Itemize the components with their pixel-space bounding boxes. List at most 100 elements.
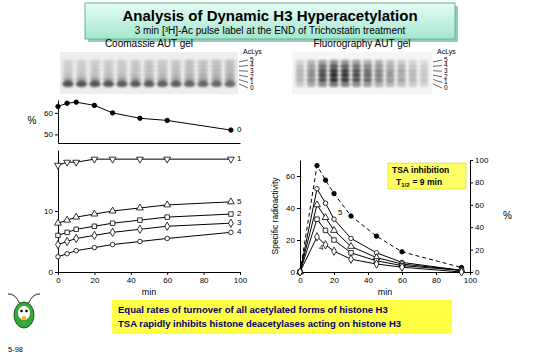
marker [137,157,144,163]
marker [323,241,328,249]
marker [332,247,337,255]
gel-bands [62,60,235,87]
gel-band [408,64,417,68]
series-labels: 54 [319,208,343,252]
gel-connector [239,70,248,71]
marker [314,201,321,207]
marker [228,198,235,204]
gel-band [170,69,181,73]
tick: 40 [470,223,484,232]
series-line [58,159,231,165]
marker [64,160,71,166]
gel-band [318,69,327,73]
gel-band [419,77,428,81]
x-axis-title: min [378,287,393,297]
gel-band [130,77,141,81]
gel-connector [239,75,248,77]
series-line [300,166,462,272]
logo-face [18,306,30,320]
marker [65,230,69,234]
tick-label: 0 [49,268,54,277]
gel-band [184,73,195,77]
series-label: 4 [237,227,242,236]
panel-title: Coomassie AUT gel [105,38,193,49]
gel-band [340,69,349,73]
gel-band [363,60,372,64]
gel-band [211,69,222,73]
tick-mark [58,272,59,275]
marker [315,233,320,241]
plot-area [297,163,465,276]
marker [110,242,115,247]
gel-band [397,77,406,81]
logo-antenna [28,294,40,304]
tick-label: 60 [475,201,484,210]
gel-band [89,60,100,64]
annotation-box [388,163,466,189]
gel-band [374,73,383,77]
tick-mark [55,272,58,273]
tick-mark [470,250,473,251]
marker [138,116,143,121]
series-labels: 0 [237,125,242,134]
gel-band [419,69,428,73]
marker [65,237,70,245]
marker [74,248,79,253]
tick-mark [55,211,58,212]
marker [165,118,170,123]
axis: 020406080100 [298,272,477,285]
marker [109,157,116,163]
gel-band [211,60,222,64]
tick-label: 80 [475,178,484,187]
gel-band [352,64,361,68]
gel-band [352,77,361,81]
annotation: TSA inhibitionT1/2= 9 min [388,163,466,189]
tick: 40 [127,272,136,285]
title-box [85,3,455,39]
series-line [300,189,462,272]
tick-label: 40 [475,223,484,232]
gel-band [295,64,304,68]
gel-band [62,64,73,68]
slide-number: 5-98 [8,345,23,354]
gel-band [408,60,417,64]
gel-band [76,73,87,77]
gel-connector [239,65,248,67]
gel-band [224,69,235,73]
marker [165,222,170,230]
gel-band [103,69,114,73]
gel-connector [239,84,248,88]
marker [137,204,144,210]
marker [137,225,142,233]
gel-bands [295,60,428,87]
gel-band [143,60,154,64]
marker [229,230,234,235]
gel-band [103,60,114,64]
axis-line [59,143,241,144]
marker [92,224,96,228]
marker [64,216,71,222]
tick-mark [470,182,473,183]
gel-connector [433,60,442,62]
gel-band [62,73,73,77]
marker [92,103,97,108]
gel-level-label: 0 [444,84,448,91]
tick-mark [167,272,168,275]
series-label: 5 [338,208,343,217]
axis-line [301,272,471,273]
marker [92,245,97,250]
tick-mark [402,272,403,275]
gel-band [307,73,316,77]
gel-band [307,77,316,81]
tick-mark [436,272,437,275]
logo-eye [25,310,28,313]
marker [332,191,337,196]
gel-band [143,73,154,77]
marker [165,215,169,219]
tick: 20 [330,272,339,285]
gel-band [89,73,100,77]
tick: 0 [470,268,480,277]
gel-band [340,60,349,64]
marker [110,111,115,116]
plot-area [55,157,235,259]
